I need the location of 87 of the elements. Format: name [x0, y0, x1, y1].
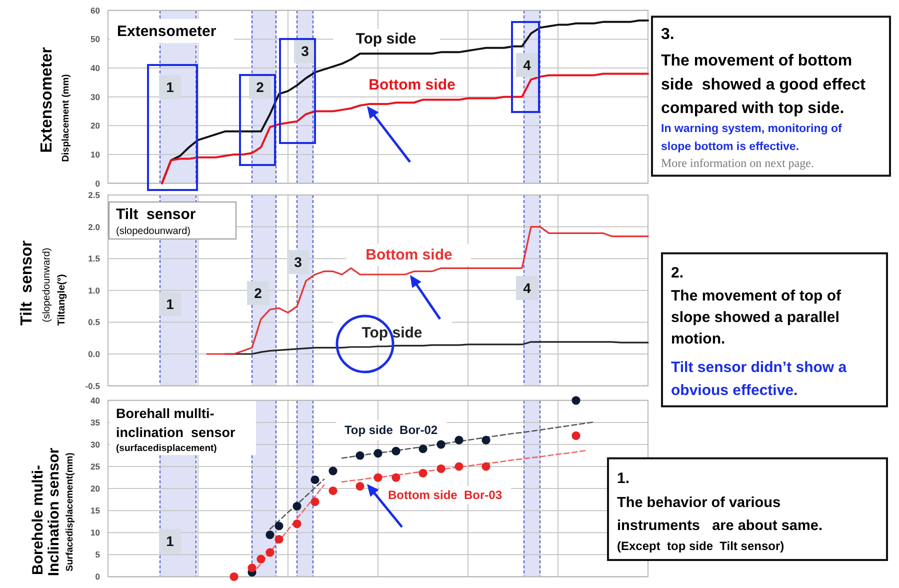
annotation: 1.: [617, 470, 630, 487]
series-label: Top side Bor-02: [344, 423, 438, 437]
line-series: [206, 226, 649, 355]
text: Extensometer: [117, 23, 216, 40]
y-axis-title: Borehole multi- Inclination sensor Surfacedisplacement(mm): [30, 448, 76, 576]
point: [572, 396, 580, 405]
annotation: 4: [523, 57, 532, 73]
y-tick-label: 50: [90, 34, 100, 44]
y-tick-label: 20: [90, 120, 100, 131]
text: (surfacedisplacement): [116, 443, 217, 454]
y-tick-label: 0: [95, 572, 100, 582]
point: [274, 534, 284, 544]
series-label: Top side: [356, 30, 416, 48]
text: The movement of top of slope showed a parallel motion.: [671, 287, 842, 348]
y-tick-label: 10: [90, 528, 100, 538]
point: [256, 554, 266, 564]
text: Tilt sensor: [116, 206, 196, 223]
y-tick-label: -0.5: [85, 380, 100, 391]
y-tick-label: 1.0: [88, 285, 100, 296]
point: [356, 482, 364, 491]
y-tick-label: 20: [90, 484, 100, 494]
point: [392, 473, 400, 482]
series-label: Bottom side Bor-03: [388, 488, 502, 502]
annotation: The behavior of various instruments are about same.: [617, 494, 822, 534]
y-tick-label: 10: [90, 149, 100, 160]
point: [374, 449, 382, 458]
series-label: Bottom side: [368, 76, 456, 94]
y-axis-title: Extensometer Displacement (mm): [38, 47, 72, 162]
y-tick-label: 25: [90, 462, 100, 472]
annotation: 1: [166, 79, 174, 95]
y-tick-label: 30: [90, 439, 100, 450]
text: The movement of bottom side showed a good effect compared with top side.: [661, 52, 866, 118]
y-tick-label: 40: [90, 395, 100, 406]
point: [572, 431, 580, 440]
point: [310, 497, 320, 506]
y-tick-label: 0.5: [88, 317, 100, 328]
annotation: 1: [166, 296, 174, 312]
line-series: [161, 72, 649, 184]
point: [310, 475, 320, 484]
annotation: 3: [301, 43, 310, 59]
point: [454, 436, 464, 444]
text: Borehall mullti- inclination sensor: [116, 406, 236, 440]
point: [356, 451, 364, 460]
y-tick-label: 1.5: [88, 254, 100, 264]
text: (slopedounward): [116, 226, 190, 237]
point: [230, 572, 238, 581]
point: [418, 468, 428, 478]
point: [436, 440, 446, 449]
y-tick-label: 40: [90, 63, 100, 74]
point: [482, 436, 490, 444]
point: [292, 520, 302, 528]
point: [266, 530, 274, 540]
point: [266, 548, 274, 557]
y-tick-label: 2.5: [88, 190, 100, 200]
annotation: 2: [256, 79, 264, 95]
series-label: Top side: [362, 324, 422, 342]
y-tick-label: 15: [90, 506, 100, 516]
point: [274, 522, 284, 530]
y-tick-label: 35: [90, 417, 100, 428]
point: [418, 444, 428, 454]
annotation: 3: [294, 254, 302, 270]
text: Tilt sensor didn’t show a obvious effective.: [671, 359, 848, 400]
y-tick-label: 30: [90, 92, 100, 102]
point: [248, 564, 256, 572]
y-axis-title: Tilt sensor (slopedounward) Tiltangle(°): [18, 240, 68, 326]
point: [436, 464, 446, 474]
point: [328, 466, 338, 476]
annotation: 2: [254, 285, 262, 301]
annotation: 4: [523, 280, 532, 296]
annotation: (Except top side Tilt sensor): [617, 538, 784, 553]
y-tick-label: 2.0: [88, 222, 100, 232]
text: 2.: [671, 264, 684, 282]
point: [292, 502, 302, 510]
point: [328, 486, 338, 496]
y-tick-label: 0: [95, 178, 100, 188]
point: [392, 446, 400, 456]
y-tick-label: 5: [95, 550, 100, 560]
text: 3.: [661, 26, 674, 44]
point: [374, 473, 382, 482]
y-tick-label: 60: [90, 5, 100, 16]
point: [482, 462, 490, 471]
text: More information on next page.: [661, 156, 814, 170]
annotation: 1: [166, 533, 174, 549]
point: [454, 462, 464, 471]
series-label: Bottom side: [366, 246, 452, 264]
y-tick-label: 0.0: [88, 349, 100, 359]
text: In warning system, monitoring of slope bottom is effective.: [661, 123, 842, 154]
